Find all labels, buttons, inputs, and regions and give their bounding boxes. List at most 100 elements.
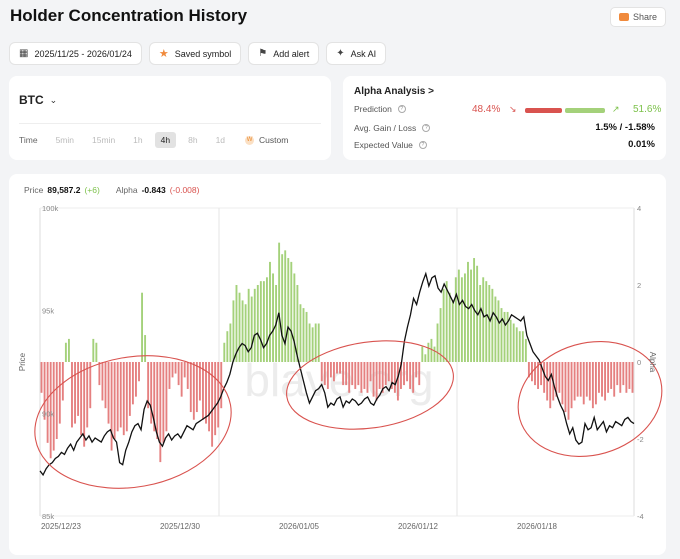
alpha-bar [211, 362, 214, 447]
share-label: Share [632, 12, 657, 22]
prediction-label: Prediction [354, 104, 392, 114]
alpha-bar [412, 362, 415, 393]
alpha-bar [323, 362, 326, 386]
alpha-bar [348, 362, 351, 393]
alpha-bar [598, 362, 600, 393]
timeframe-row: Time 5min 15min 1h 4h 8h 1d W Custom [19, 132, 288, 148]
alpha-bar [223, 342, 226, 362]
expected-value-label: Expected Value [354, 139, 413, 150]
alpha-bar [256, 285, 259, 362]
alpha-bar [135, 362, 137, 397]
expected-value: 0.01% [628, 139, 655, 150]
alpha-bar [205, 362, 207, 424]
alpha-bar [183, 362, 186, 378]
alpha-bar [491, 288, 494, 362]
alpha-bar [585, 362, 588, 397]
alpha-bar [588, 362, 591, 401]
alpha-bar [534, 362, 536, 386]
alpha-bar [546, 362, 549, 401]
alpha-bar [229, 323, 232, 362]
y-right-tick-label: 2 [637, 281, 641, 290]
tab-4h[interactable]: 4h [154, 132, 177, 148]
alpha-bar [424, 354, 427, 362]
gain-loss-row: Avg. Gain / Loss ? 1.5% / -1.58% [354, 122, 655, 133]
alpha-bar [202, 362, 204, 420]
custom-label: Custom [259, 135, 289, 145]
alpha-bar [607, 362, 610, 393]
alpha-bar [427, 342, 430, 362]
alpha-bar [488, 285, 491, 362]
alpha-bar [396, 362, 399, 401]
alpha-analysis-title[interactable]: Alpha Analysis > [354, 86, 434, 97]
share-button[interactable]: Share [609, 7, 666, 27]
alpha-bar [610, 362, 613, 389]
alpha-bar [165, 362, 168, 432]
help-icon[interactable]: ? [422, 123, 431, 132]
alpha-bar [287, 258, 290, 362]
alpha-bar [363, 362, 366, 389]
alpha-bar [272, 273, 274, 362]
help-icon[interactable]: ? [418, 140, 427, 149]
alpha-bar [543, 362, 546, 393]
ask-ai-button[interactable]: ✦ Ask AI [326, 42, 387, 65]
alpha-bar [262, 281, 265, 362]
alpha-bar [457, 269, 460, 362]
gain-loss-value: 1.5% / -1.58% [595, 122, 655, 133]
alpha-bar [622, 362, 625, 386]
alpha-bar [448, 292, 451, 362]
tab-1h[interactable]: 1h [133, 135, 143, 145]
alpha-bar [259, 281, 262, 362]
alpha-bar [503, 311, 506, 362]
holder-concentration-chart[interactable]: blave.org 2025/12/23 2025/12/30 2026/01/05… [9, 174, 666, 555]
date-range-button[interactable]: ▦ 2025/11/25 - 2026/01/24 [9, 42, 142, 65]
alpha-bar [381, 362, 384, 393]
alpha-bar [52, 362, 55, 451]
alpha-bar [144, 335, 147, 362]
x-tick-label: 2026/01/05 [279, 522, 320, 531]
symbol-select[interactable]: BTC ⌄ [19, 93, 57, 107]
alpha-bar [74, 362, 76, 424]
alpha-bar [153, 362, 156, 432]
tab-8h[interactable]: 8h [188, 135, 198, 145]
trend-down-icon: ↘ [509, 104, 517, 114]
alpha-bar [479, 285, 482, 362]
alpha-bar [180, 362, 183, 397]
alpha-bar [156, 362, 159, 439]
tab-5min[interactable]: 5min [55, 135, 75, 145]
alpha-bar [393, 362, 396, 393]
expected-value-row: Expected Value ? 0.01% [354, 139, 655, 150]
prediction-down-bar [525, 108, 562, 113]
custom-button[interactable]: W Custom [245, 135, 288, 145]
alpha-bar [555, 362, 558, 397]
alpha-bar [470, 269, 472, 362]
alpha-bar [95, 342, 98, 362]
alpha-bar [162, 362, 165, 443]
tab-15min[interactable]: 15min [92, 135, 116, 145]
add-alert-label: Add alert [273, 48, 310, 59]
trend-up-icon: ↗ [612, 104, 620, 114]
tab-1d[interactable]: 1d [215, 135, 226, 145]
alpha-bar [49, 362, 52, 459]
alpha-bar [390, 362, 393, 389]
add-alert-button[interactable]: ⚑ Add alert [248, 42, 320, 65]
y-right-tick-label: -2 [637, 435, 644, 444]
alpha-bar [116, 362, 119, 432]
alpha-bar [540, 362, 543, 386]
alpha-bar [497, 300, 500, 362]
page-title: Holder Concentration History [10, 6, 248, 25]
alpha-bar [305, 311, 308, 362]
y-left-tick-label: 90k [42, 409, 54, 418]
alpha-bar [77, 362, 80, 416]
symbol-card: BTC ⌄ Time 5min 15min 1h 4h 8h 1d W Cust… [9, 76, 331, 160]
chevron-down-icon: ⌄ [49, 94, 58, 105]
saved-symbol-button[interactable]: ★ Saved symbol [148, 42, 242, 65]
alpha-bar [406, 362, 409, 382]
help-icon[interactable]: ? [397, 105, 406, 113]
alpha-bar [290, 261, 293, 362]
x-tick-label: 2025/12/23 [41, 522, 82, 531]
divider [19, 123, 321, 124]
alpha-bar [119, 362, 122, 428]
alpha-bar [433, 346, 436, 362]
alpha-bar [83, 362, 86, 447]
alpha-bar [40, 362, 43, 393]
